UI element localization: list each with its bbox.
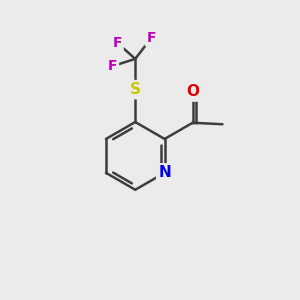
- Text: S: S: [130, 82, 141, 97]
- Text: F: F: [108, 59, 117, 73]
- Text: O: O: [186, 85, 199, 100]
- Text: F: F: [112, 36, 122, 50]
- Text: F: F: [147, 31, 156, 45]
- Text: N: N: [158, 165, 171, 180]
